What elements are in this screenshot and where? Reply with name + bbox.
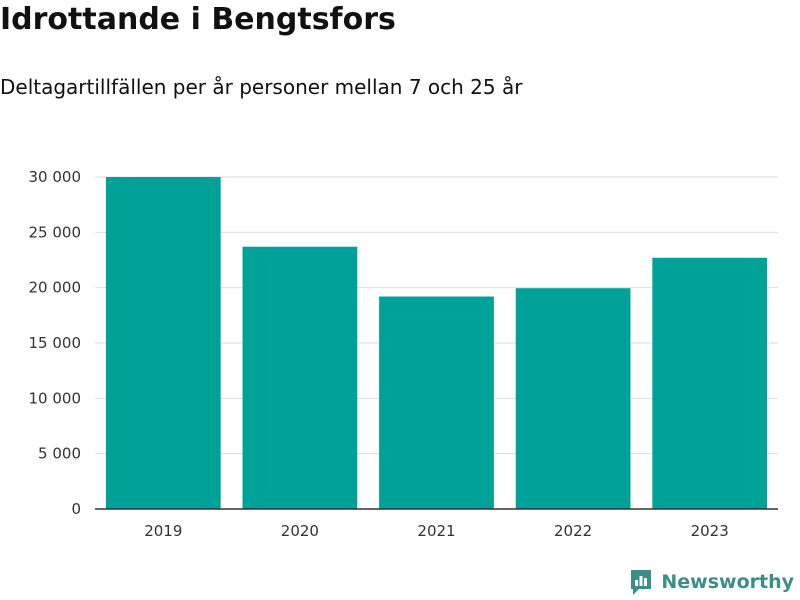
y-tick-label: 25 000 — [29, 223, 82, 241]
chart-subtitle: Deltagartillfällen per år personer mella… — [0, 75, 523, 99]
y-tick-label: 15 000 — [29, 334, 82, 352]
newsworthy-logo-icon — [631, 570, 652, 595]
brand-logo: Newsworthy — [629, 568, 794, 596]
y-tick-label: 0 — [71, 500, 81, 518]
bar-2023 — [652, 257, 768, 509]
bar-2020 — [242, 246, 358, 509]
y-tick-label: 5 000 — [38, 445, 81, 463]
bar-2021 — [379, 296, 494, 509]
y-tick-label: 10 000 — [29, 389, 82, 407]
brand-name: Newsworthy — [661, 571, 794, 593]
bar-2019 — [105, 177, 221, 509]
x-axis-ticks: 2019 2020 2021 2022 2023 — [144, 522, 729, 540]
y-tick-label: 30 000 — [29, 168, 82, 186]
bars — [105, 177, 768, 509]
x-tick-label: 2023 — [691, 522, 729, 540]
x-tick-label: 2020 — [281, 522, 319, 540]
bar-2022 — [515, 288, 631, 509]
x-tick-label: 2022 — [554, 522, 592, 540]
x-tick-label: 2021 — [417, 522, 455, 540]
y-tick-label: 20 000 — [29, 279, 82, 297]
y-axis-ticks: 0 5 000 10 000 15 000 20 000 25 000 30 000 — [29, 168, 82, 518]
x-tick-label: 2019 — [144, 522, 182, 540]
chart-title: Idrottande i Bengtsfors — [0, 2, 396, 37]
